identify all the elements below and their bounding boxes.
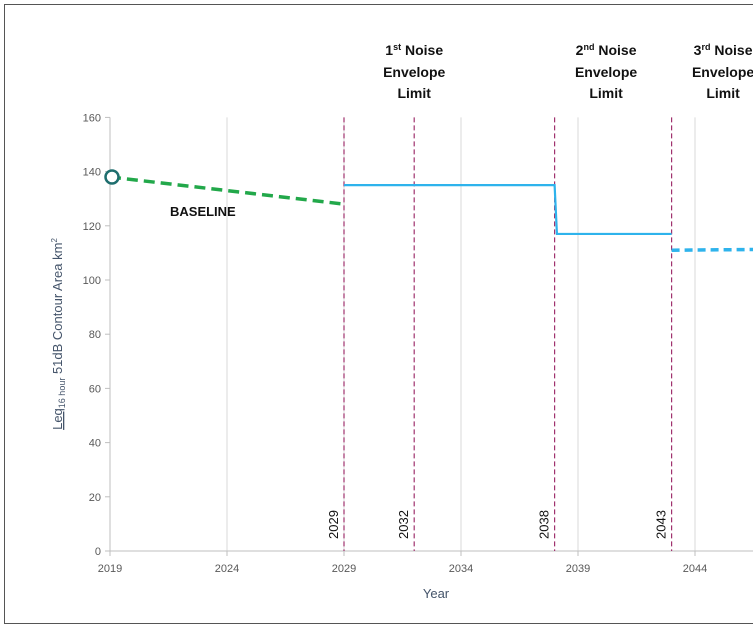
y-tick-label-160: 160 [83,112,101,124]
x-tick-label-2039: 2039 [566,563,590,575]
y-tick-label-120: 120 [83,221,101,233]
annotation-1-noise: Noise [401,42,443,58]
annotation-2-noise: Noise [594,42,636,58]
y-tick-label-20: 20 [89,492,101,504]
milestone-label-2032: 2032 [396,510,411,539]
y-axis-title-rest: 51dB Contour Area km [50,243,65,378]
annotation-1-line2: Envelope [383,64,445,80]
annotation-1-line1: 1st Noise [385,42,443,58]
series-line-2 [672,249,753,250]
x-tick-label-2044: 2044 [683,563,707,575]
baseline-start-marker [106,171,119,184]
y-tick-label-40: 40 [89,438,101,450]
baseline-label: BASELINE [170,204,236,219]
y-tick-label-100: 100 [83,275,101,287]
x-tick-label-2024: 2024 [215,563,239,575]
milestone-lines: 2029 2032 2038 2043 [326,117,672,551]
annotations: 1st Noise Envelope Limit 2nd Noise Envelope L… [383,42,753,101]
annotation-1-ordinal-suffix: st [393,42,401,52]
annotation-3-noise: Noise [710,42,752,58]
x-tick-label-2034: 2034 [449,563,473,575]
annotation-3-line1: 3rd Noise [694,42,753,58]
y-tick-label-140: 140 [83,167,101,179]
x-tick-label-2029: 2029 [332,563,356,575]
annotation-2-line3: Limit [589,85,623,101]
y-axis-title-main: Leq [50,408,65,430]
annotation-1-ordinal: 1 [385,42,393,58]
annotation-1-line3: Limit [397,85,431,101]
annotation-2-ordinal: 2 [576,42,584,58]
y-tick-label-80: 80 [89,329,101,341]
series-line-1 [344,185,672,234]
x-axis-title: Year [423,586,450,601]
y-axis-title: Leq16 hour 51dB Contour Area km2 [50,238,67,430]
annotation-3-ordinal-suffix: rd [701,42,710,52]
milestone-label-2029: 2029 [326,510,341,539]
annotation-2-line1: 2nd Noise [576,42,637,58]
annotation-3-line2: Envelope [692,64,753,80]
annotation-3-line3: Limit [706,85,740,101]
annotation-2-line2: Envelope [575,64,637,80]
x-tick-label-2019: 2019 [98,563,122,575]
milestone-label-2038: 2038 [537,510,552,539]
y-tick-label-0: 0 [95,546,101,558]
axes [110,117,753,551]
y-tick-label-60: 60 [89,383,101,395]
annotation-2-ordinal-suffix: nd [583,42,594,52]
y-axis-title-sub: 16 hour [57,378,67,409]
y-axis-title-sup: 2 [50,238,59,243]
tick-labels: 0 20 40 60 80 100 120 140 160 2019 2024 2029 2034 203… [83,112,708,575]
milestone-label-2043: 2043 [654,510,669,539]
grid-lines [227,117,695,551]
annotation-3-ordinal: 3 [694,42,702,58]
